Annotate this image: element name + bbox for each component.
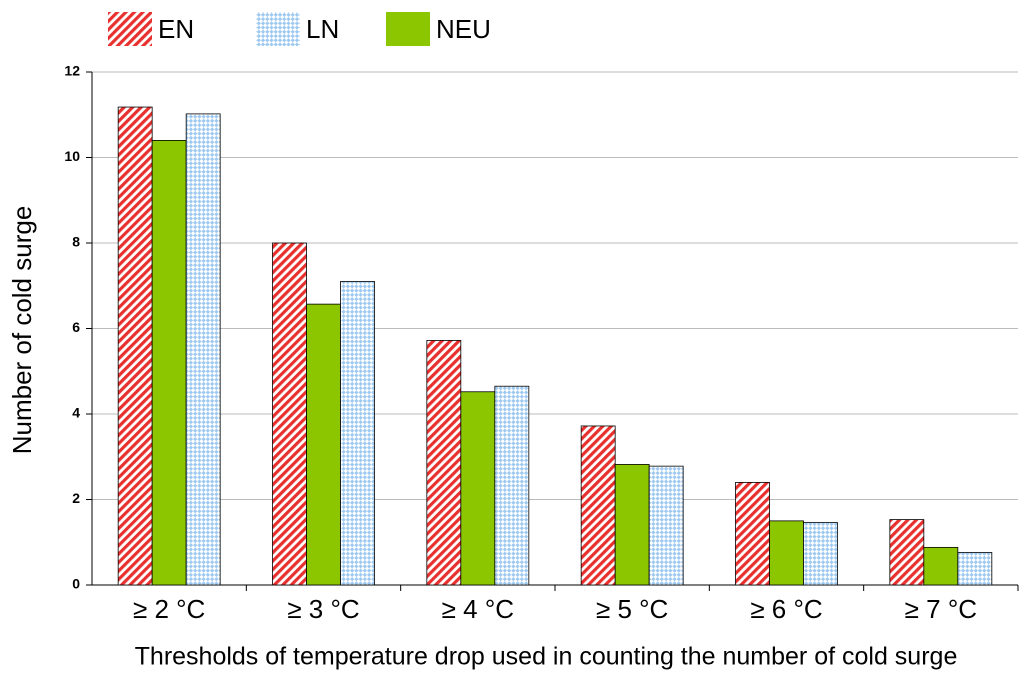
bar — [957, 552, 993, 586]
y-axis-label: Number of cold surge — [7, 206, 37, 455]
x-tick-label: ≥ 3 °C — [287, 594, 359, 624]
bar — [117, 106, 153, 586]
bar — [426, 340, 462, 586]
bar — [185, 113, 221, 586]
legend-swatch — [108, 12, 152, 46]
y-tick-label: 6 — [72, 319, 80, 335]
bar — [151, 139, 187, 586]
bar — [580, 425, 616, 586]
legend-label: LN — [306, 14, 339, 44]
bar — [494, 385, 530, 586]
x-tick-label: ≥ 4 °C — [442, 594, 514, 624]
bar — [923, 546, 959, 586]
bar — [340, 281, 375, 586]
bar — [889, 519, 925, 586]
bar — [614, 464, 650, 586]
x-tick-label: ≥ 7 °C — [905, 594, 977, 624]
y-tick-label: 8 — [72, 234, 80, 250]
bar — [769, 520, 804, 586]
y-tick-label: 12 — [64, 63, 80, 79]
bar — [735, 481, 770, 586]
x-tick-label: ≥ 6 °C — [750, 594, 822, 624]
legend-swatch — [386, 12, 430, 46]
x-axis-label: Thresholds of temperature drop used in c… — [135, 643, 958, 671]
y-tick-label: 2 — [72, 490, 80, 506]
bar — [460, 391, 496, 586]
y-tick-label: 0 — [72, 576, 80, 592]
legend-swatch — [256, 12, 300, 46]
y-tick-label: 10 — [64, 148, 80, 164]
bar — [648, 465, 684, 586]
x-tick-label: ≥ 2 °C — [133, 594, 205, 624]
bar — [272, 242, 307, 586]
bar — [306, 303, 341, 586]
legend-label: NEU — [436, 14, 491, 44]
y-tick-label: 4 — [72, 405, 80, 421]
x-tick-label: ≥ 5 °C — [596, 594, 668, 624]
legend-label: EN — [158, 14, 194, 44]
bar — [803, 522, 838, 586]
